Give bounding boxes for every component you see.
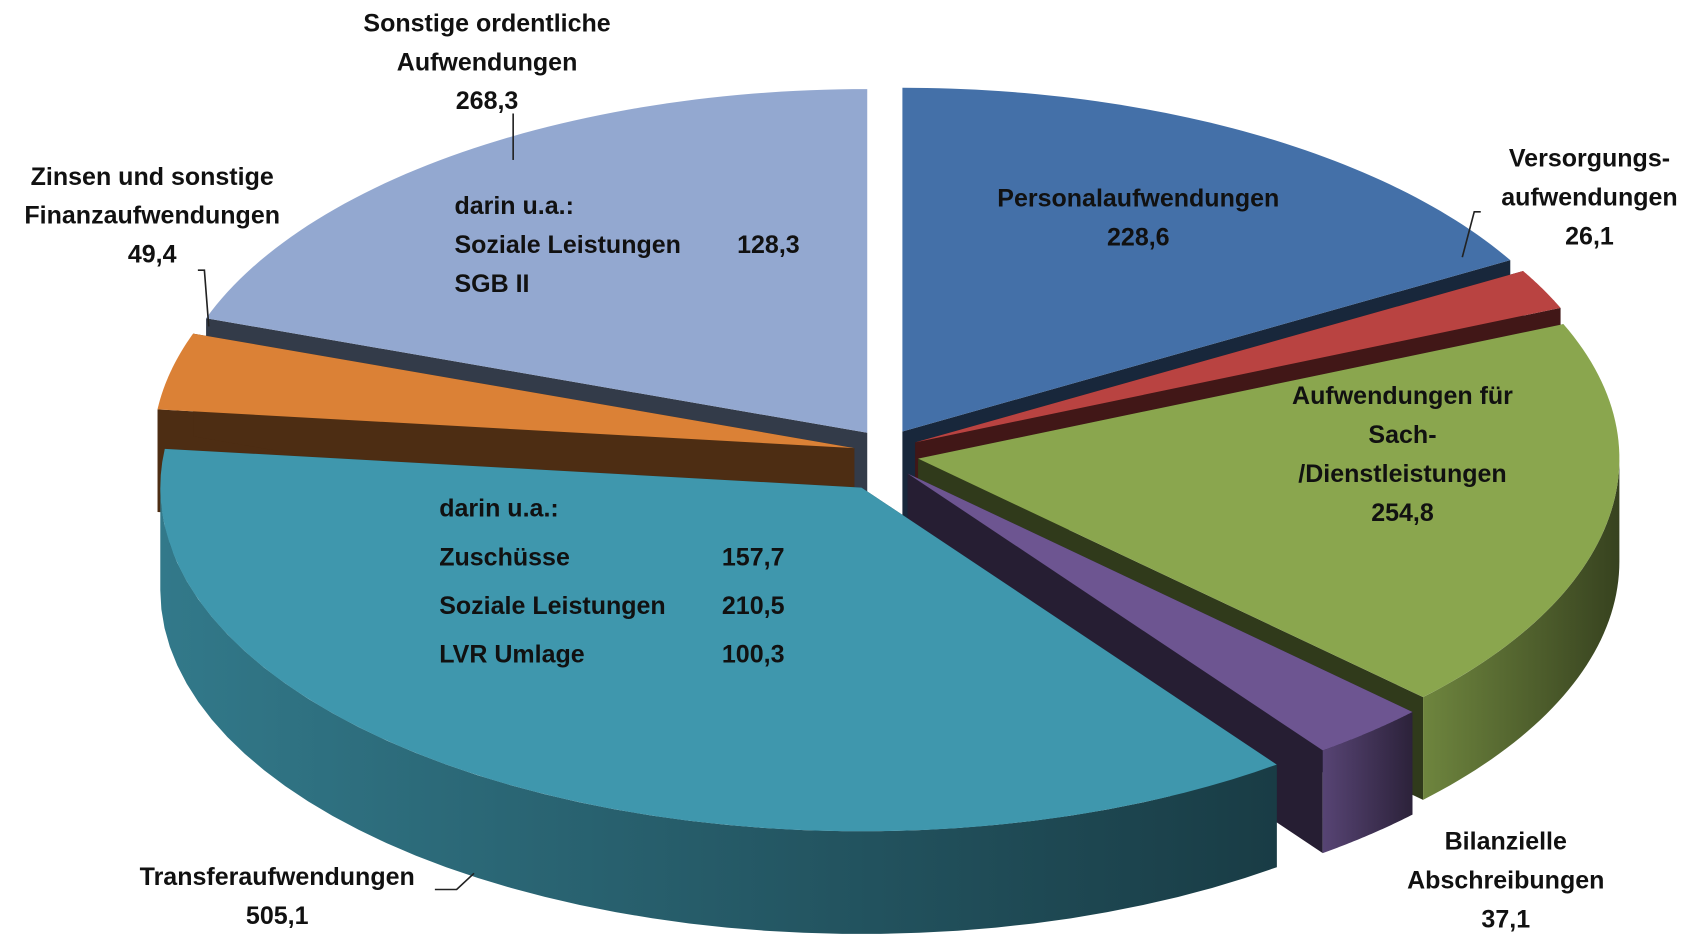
annotation-note: darin u.a.: xyxy=(454,191,574,220)
category-label: Sonstige ordentliche Aufwendungen xyxy=(363,8,611,76)
category-label: Transferaufwendungen xyxy=(139,862,415,891)
slice xyxy=(160,448,1277,832)
annotation-label: Zuschüsse xyxy=(439,542,570,571)
leader-line xyxy=(1461,211,1481,258)
annotation: darin u.a.: Zuschüsse 157,7 Soziale Leistun… xyxy=(439,489,809,684)
annotation-value: 128,3 xyxy=(737,230,800,259)
slice xyxy=(902,87,1511,432)
slice-label: Transferaufwendungen 505,1 xyxy=(140,857,415,935)
category-label: Zinsen und sonstige Finanzaufwendungen xyxy=(24,162,281,230)
slice xyxy=(206,89,868,433)
leader-line xyxy=(434,872,475,891)
slice-label: Versorgungs- aufwendungen 26,1 xyxy=(1501,138,1677,255)
annotation-value: 100,3 xyxy=(721,639,785,668)
category-label: Aufwendungen für Sach- /Dienstleistungen xyxy=(1292,381,1513,488)
annotation-note: darin u.a.: xyxy=(439,493,559,523)
annotation-row: Soziale Leistungen 210,5 xyxy=(439,586,809,625)
slice-label: Aufwendungen für Sach- /Dienstleistungen… xyxy=(1256,376,1550,532)
annotation-label: Soziale Leistungen xyxy=(439,591,666,620)
annotation-row: Zuschüsse 157,7 xyxy=(439,537,809,576)
annotation-row: LVR Umlage 100,3 xyxy=(439,634,809,673)
slice-wall xyxy=(1423,458,1620,800)
annotation-label: Soziale Leistungen SGB II xyxy=(454,230,681,298)
slice xyxy=(907,473,1413,751)
slice-wall xyxy=(160,487,1277,934)
slice-label: Bilanzielle Abschreibungen 37,1 xyxy=(1407,821,1604,936)
slice-wall xyxy=(1322,711,1413,854)
annotation-value: 157,7 xyxy=(721,542,785,571)
category-label: Versorgungs- aufwendungen xyxy=(1501,143,1678,211)
annotation-row: Soziale Leistungen SGB II 128,3 xyxy=(454,225,824,303)
category-label: Bilanzielle Abschreibungen xyxy=(1407,826,1605,894)
slice xyxy=(915,271,1561,443)
value-label: 228,6 xyxy=(1107,222,1170,251)
annotation-value: 210,5 xyxy=(721,591,785,620)
slice-label: Sonstige ordentliche Aufwendungen 268,3 xyxy=(363,3,610,120)
value-label: 254,8 xyxy=(1371,498,1434,527)
annotation: darin u.a.: Soziale Leistungen SGB II 128,… xyxy=(454,186,824,303)
value-label: 505,1 xyxy=(245,901,309,930)
value-label: 26,1 xyxy=(1565,221,1614,250)
value-label: 37,1 xyxy=(1481,904,1531,933)
value-label: 49,4 xyxy=(127,239,177,269)
slice xyxy=(918,324,1620,698)
slice-label: Personalaufwendungen 228,6 xyxy=(997,178,1279,256)
slice-label: Zinsen und sonstige Finanzaufwendungen 49… xyxy=(24,157,280,274)
leader-line xyxy=(197,269,210,327)
slice xyxy=(157,333,855,449)
value-label: 268,3 xyxy=(455,86,519,115)
annotation-label: LVR Umlage xyxy=(439,639,585,668)
category-label: Personalaufwendungen xyxy=(997,183,1280,212)
